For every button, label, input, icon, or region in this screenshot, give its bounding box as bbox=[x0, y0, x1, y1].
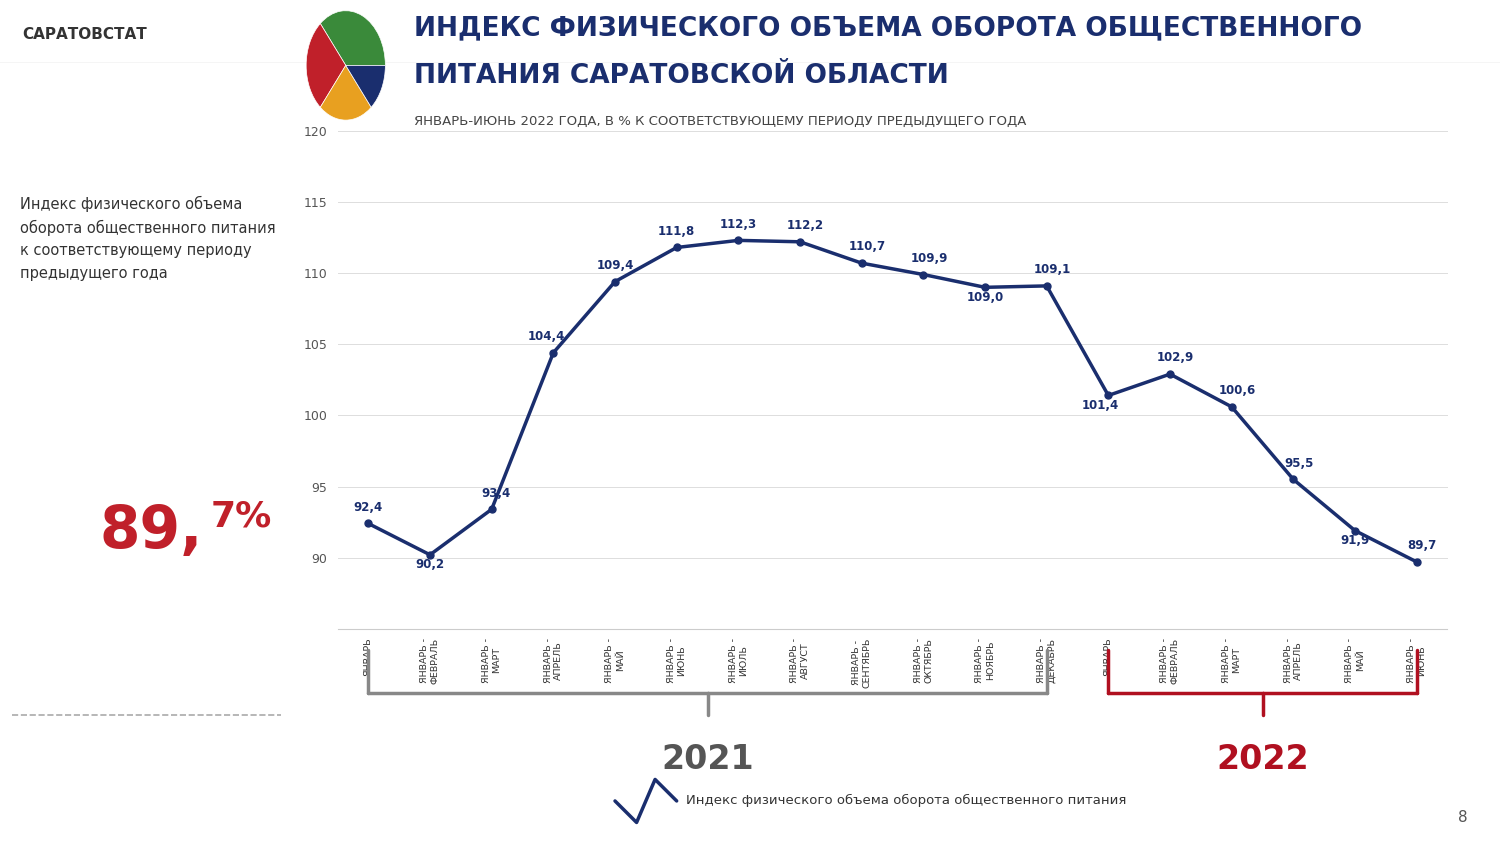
Text: 110,7: 110,7 bbox=[849, 241, 886, 253]
Text: 2021: 2021 bbox=[662, 743, 754, 776]
Text: ИНДЕКС ФИЗИЧЕСКОГО ОБЪЕМА ОБОРОТА ОБЩЕСТВЕННОГО: ИНДЕКС ФИЗИЧЕСКОГО ОБЪЕМА ОБОРОТА ОБЩЕСТ… bbox=[414, 16, 1362, 41]
Text: 95,5: 95,5 bbox=[1284, 457, 1314, 469]
Text: ›: › bbox=[1454, 709, 1472, 751]
Text: 89,7: 89,7 bbox=[1407, 539, 1437, 552]
Text: 109,1: 109,1 bbox=[1034, 263, 1071, 276]
Wedge shape bbox=[345, 66, 386, 107]
Text: 109,0: 109,0 bbox=[966, 291, 1004, 304]
Text: Индекс физического объема
оборота общественного питания
к соответствующему перио: Индекс физического объема оборота общест… bbox=[21, 196, 276, 280]
Wedge shape bbox=[321, 11, 386, 66]
Text: 89,: 89, bbox=[99, 503, 202, 560]
Text: 112,3: 112,3 bbox=[720, 218, 758, 230]
Text: 100,6: 100,6 bbox=[1218, 384, 1255, 398]
Text: 102,9: 102,9 bbox=[1156, 351, 1194, 365]
Text: Индекс физического объема оборота общественного питания: Индекс физического объема оборота общест… bbox=[686, 794, 1126, 808]
Text: 93,4: 93,4 bbox=[482, 486, 510, 500]
Text: САРАТОВСТАТ: САРАТОВСТАТ bbox=[22, 27, 147, 42]
Text: 8: 8 bbox=[1458, 810, 1467, 825]
Text: 111,8: 111,8 bbox=[658, 225, 696, 238]
Text: ПИТАНИЯ САРАТОВСКОЙ ОБЛАСТИ: ПИТАНИЯ САРАТОВСКОЙ ОБЛАСТИ bbox=[414, 62, 948, 89]
Text: ЯНВАРЬ-ИЮНЬ 2022 ГОДА, В % К СООТВЕТСТВУЮЩЕМУ ПЕРИОДУ ПРЕДЫДУЩЕГО ГОДА: ЯНВАРЬ-ИЮНЬ 2022 ГОДА, В % К СООТВЕТСТВУ… bbox=[414, 115, 1026, 128]
Text: 2022: 2022 bbox=[1216, 743, 1310, 776]
Text: 92,4: 92,4 bbox=[354, 500, 382, 514]
Text: 112,2: 112,2 bbox=[788, 219, 824, 232]
Wedge shape bbox=[321, 66, 370, 120]
Text: 109,9: 109,9 bbox=[910, 252, 948, 265]
Text: 7%: 7% bbox=[210, 499, 272, 533]
Text: 101,4: 101,4 bbox=[1082, 399, 1119, 412]
Text: 91,9: 91,9 bbox=[1341, 534, 1370, 547]
Wedge shape bbox=[306, 24, 345, 107]
Text: 104,4: 104,4 bbox=[528, 330, 566, 343]
Text: 90,2: 90,2 bbox=[416, 559, 444, 571]
Text: 109,4: 109,4 bbox=[597, 259, 633, 272]
